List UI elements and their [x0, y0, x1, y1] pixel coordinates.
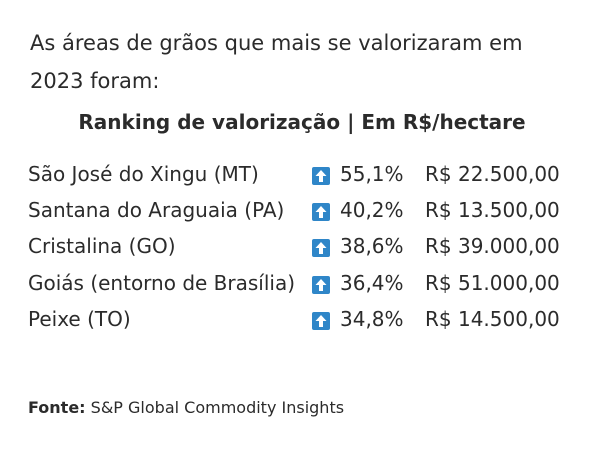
percent-change: 38,6% — [340, 234, 404, 258]
location: São José do Xingu (MT) — [28, 162, 259, 186]
table-row: Cristalina (GO) 38,6% R$ 39.000,00 — [28, 234, 588, 266]
table-row: São José do Xingu (MT) 55,1% R$ 22.500,00 — [28, 162, 588, 194]
table-row: Santana do Araguaia (PA) 40,2% R$ 13.500,0… — [28, 198, 588, 230]
source-text: S&P Global Commodity Insights — [90, 398, 345, 417]
price: R$ 39.000,00 — [425, 234, 560, 258]
percent-change: 34,8% — [340, 307, 404, 331]
up-arrow-icon — [312, 203, 330, 221]
price: R$ 51.000,00 — [425, 271, 560, 295]
source-label: Fonte: — [28, 398, 86, 417]
table-row: Goiás (entorno de Brasília) 36,4% R$ 51.00… — [28, 271, 588, 303]
price: R$ 22.500,00 — [425, 162, 560, 186]
price: R$ 14.500,00 — [425, 307, 560, 331]
location: Peixe (TO) — [28, 307, 131, 331]
up-arrow-icon — [312, 167, 330, 185]
table-row: Peixe (TO) 34,8% R$ 14.500,00 — [28, 307, 588, 339]
source: Fonte: S&P Global Commodity Insights — [28, 398, 344, 417]
intro-text: As áreas de grãos que mais se valorizara… — [30, 31, 523, 93]
price: R$ 13.500,00 — [425, 198, 560, 222]
percent-change: 36,4% — [340, 271, 404, 295]
up-arrow-icon — [312, 276, 330, 294]
location: Cristalina (GO) — [28, 234, 176, 258]
up-arrow-icon — [312, 312, 330, 330]
percent-change: 40,2% — [340, 198, 404, 222]
up-arrow-icon — [312, 239, 330, 257]
location: Santana do Araguaia (PA) — [28, 198, 285, 222]
percent-change: 55,1% — [340, 162, 404, 186]
table-title: Ranking de valorização | Em R$/hectare — [78, 110, 526, 134]
location: Goiás (entorno de Brasília) — [28, 271, 296, 295]
